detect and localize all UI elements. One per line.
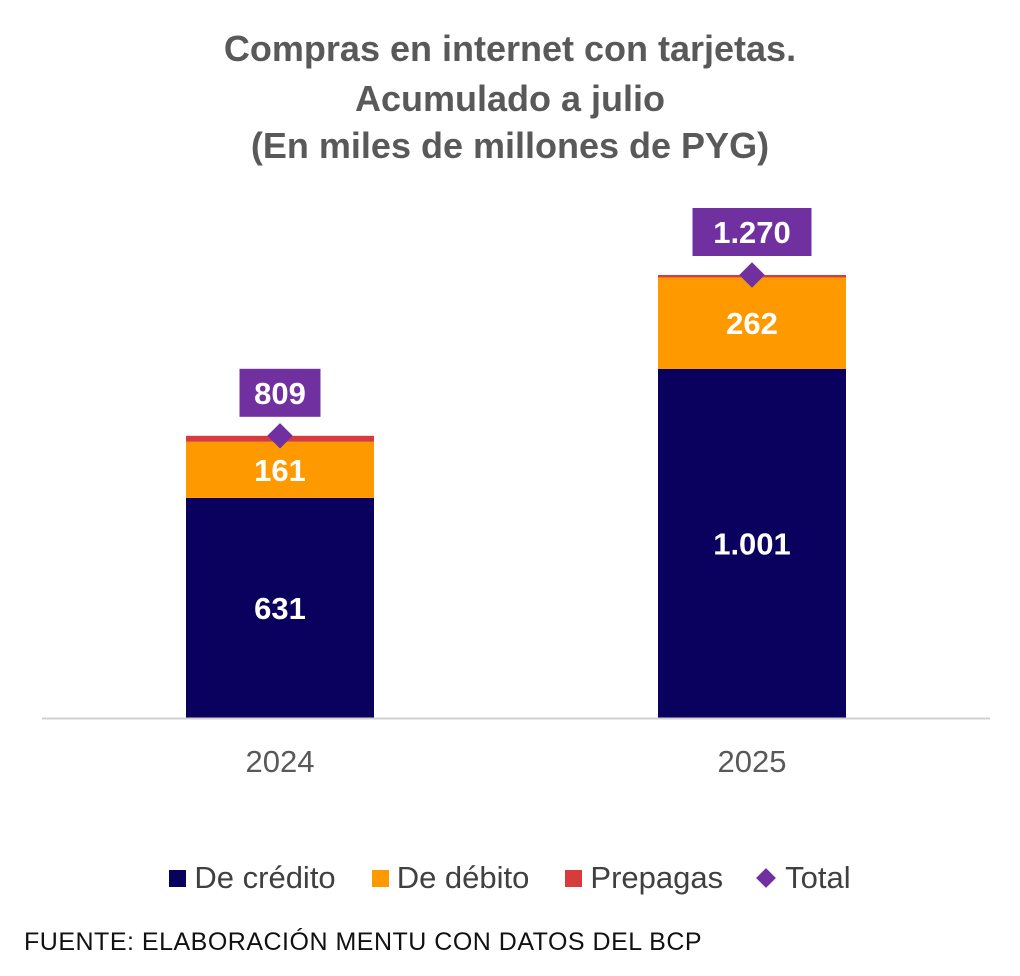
legend-swatch bbox=[371, 869, 389, 887]
legend-label: De crédito bbox=[194, 860, 336, 895]
data-label: 262 bbox=[726, 306, 778, 341]
chart-title-line-2: Acumulado a julio bbox=[354, 78, 666, 119]
data-label: 161 bbox=[254, 453, 306, 488]
x-tick-label: 2025 bbox=[718, 744, 787, 779]
x-tick-label: 2024 bbox=[246, 744, 315, 779]
legend-credito: De crédito bbox=[169, 860, 336, 896]
chart-title-line-3: (En miles de millones de PYG) bbox=[250, 125, 770, 166]
bar-de-crédito bbox=[658, 368, 846, 718]
chart-title-line-1: Compras en internet con tarjetas. bbox=[223, 28, 797, 69]
legend-label: Prepagas bbox=[590, 860, 724, 895]
legend-swatch bbox=[565, 869, 583, 887]
legend-total: Total bbox=[756, 860, 851, 896]
source-note: FUENTE: ELABORACIÓN MENTU CON DATOS DEL … bbox=[24, 928, 703, 956]
total-label-box bbox=[239, 368, 321, 417]
legend-label: De débito bbox=[396, 860, 530, 895]
legend-swatch bbox=[169, 869, 187, 887]
bar-de-crédito bbox=[186, 497, 374, 718]
bar-de-débito bbox=[658, 277, 846, 369]
total-label-box bbox=[692, 208, 812, 256]
legend-prepagas: Prepagas bbox=[565, 860, 723, 896]
bar-de-débito bbox=[186, 441, 374, 498]
legend-debito: De débito bbox=[371, 860, 530, 896]
total-marker bbox=[739, 262, 765, 288]
legend: De crédito De débito Prepagas Total bbox=[0, 860, 1020, 896]
legend-label: Total bbox=[785, 860, 851, 895]
data-label: 1.001 bbox=[713, 526, 791, 561]
total-label: 1.270 bbox=[713, 215, 791, 250]
data-label: 631 bbox=[254, 591, 306, 626]
diamond-icon bbox=[756, 868, 777, 888]
total-label: 809 bbox=[254, 376, 306, 411]
total-marker bbox=[267, 423, 293, 449]
